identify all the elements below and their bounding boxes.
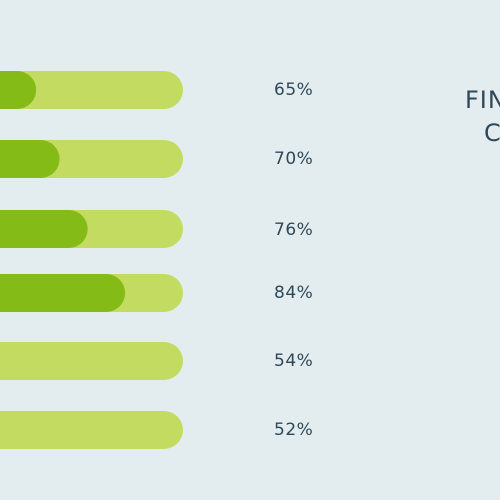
value-label-2: 70% bbox=[274, 149, 314, 169]
value-label-3: 76% bbox=[274, 220, 314, 240]
bar-track-1 bbox=[0, 71, 183, 109]
bar-track-5 bbox=[0, 342, 183, 380]
value-label-4: 84% bbox=[274, 283, 314, 303]
bar-track-6 bbox=[0, 411, 183, 449]
value-label-5: 54% bbox=[274, 351, 314, 371]
value-label-1: 65% bbox=[274, 80, 314, 100]
bar-fill-3 bbox=[0, 210, 88, 248]
bar-fill-1 bbox=[0, 71, 37, 109]
value-label-6: 52% bbox=[274, 420, 314, 440]
chart-title: FIN bbox=[465, 86, 500, 114]
chart-subtitle: C bbox=[484, 119, 500, 147]
bar-fill-2 bbox=[0, 140, 60, 178]
bar-fill-4 bbox=[0, 274, 126, 312]
